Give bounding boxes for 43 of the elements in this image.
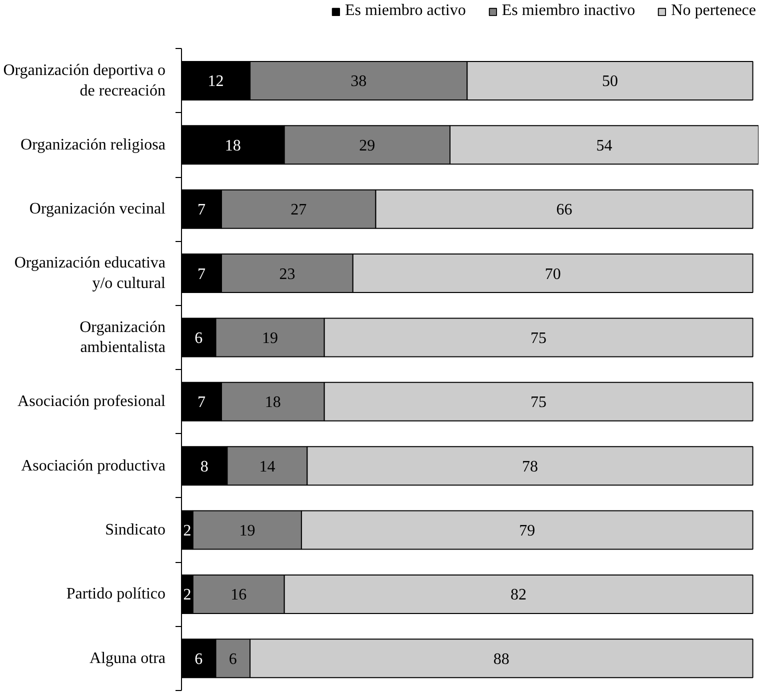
data-label: 29: [359, 137, 376, 154]
data-label: 7: [197, 202, 206, 219]
data-label: 79: [519, 522, 536, 540]
data-label: 23: [279, 266, 296, 283]
data-label: 7: [197, 394, 206, 412]
legend-label: Es miembro activo: [344, 2, 466, 20]
data-label: 12: [208, 73, 224, 90]
data-label: 2: [183, 522, 192, 540]
data-label: 7: [197, 266, 206, 283]
legend-label: Es miembro inactivo: [502, 2, 636, 20]
y-tick-label: Asociación profesional: [18, 393, 166, 410]
y-tick-label: Organización ambientalista: [80, 318, 166, 356]
data-label: 14: [259, 458, 276, 476]
data-label: 6: [194, 330, 203, 347]
data-label: 19: [239, 522, 256, 540]
data-label: 8: [200, 458, 208, 476]
data-label: 54: [596, 137, 612, 154]
y-tick-label: Organización vecinal: [29, 200, 166, 218]
data-label: 38: [350, 73, 367, 90]
y-tick-label: Organización deportiva o de recreación: [3, 62, 166, 100]
data-label: 50: [602, 73, 618, 90]
data-label: 78: [522, 458, 538, 476]
data-label: 18: [224, 137, 241, 154]
data-label: 2: [183, 586, 192, 604]
data-label: 18: [264, 394, 281, 412]
data-label: 75: [530, 330, 547, 347]
data-label: 66: [556, 202, 572, 219]
data-label: 88: [493, 650, 510, 668]
data-label: 70: [544, 266, 561, 283]
y-tick-label: Sindicato: [105, 522, 166, 539]
y-tick-label: Organización educativa y/o cultural: [14, 254, 166, 292]
data-label: 16: [230, 586, 247, 604]
data-label: 75: [530, 394, 547, 412]
y-tick-label: Asociación productiva: [21, 457, 166, 474]
y-tick-label: Organización religiosa: [20, 136, 166, 154]
data-label: 82: [510, 586, 527, 604]
y-tick-label: Partido político: [66, 586, 166, 603]
legend-label: No pertenece: [671, 2, 756, 20]
y-tick-label: Alguna otra: [90, 650, 166, 667]
data-label: 27: [290, 202, 307, 219]
data-label: 6: [228, 650, 237, 668]
data-label: 6: [194, 650, 203, 668]
data-label: 19: [262, 330, 278, 347]
